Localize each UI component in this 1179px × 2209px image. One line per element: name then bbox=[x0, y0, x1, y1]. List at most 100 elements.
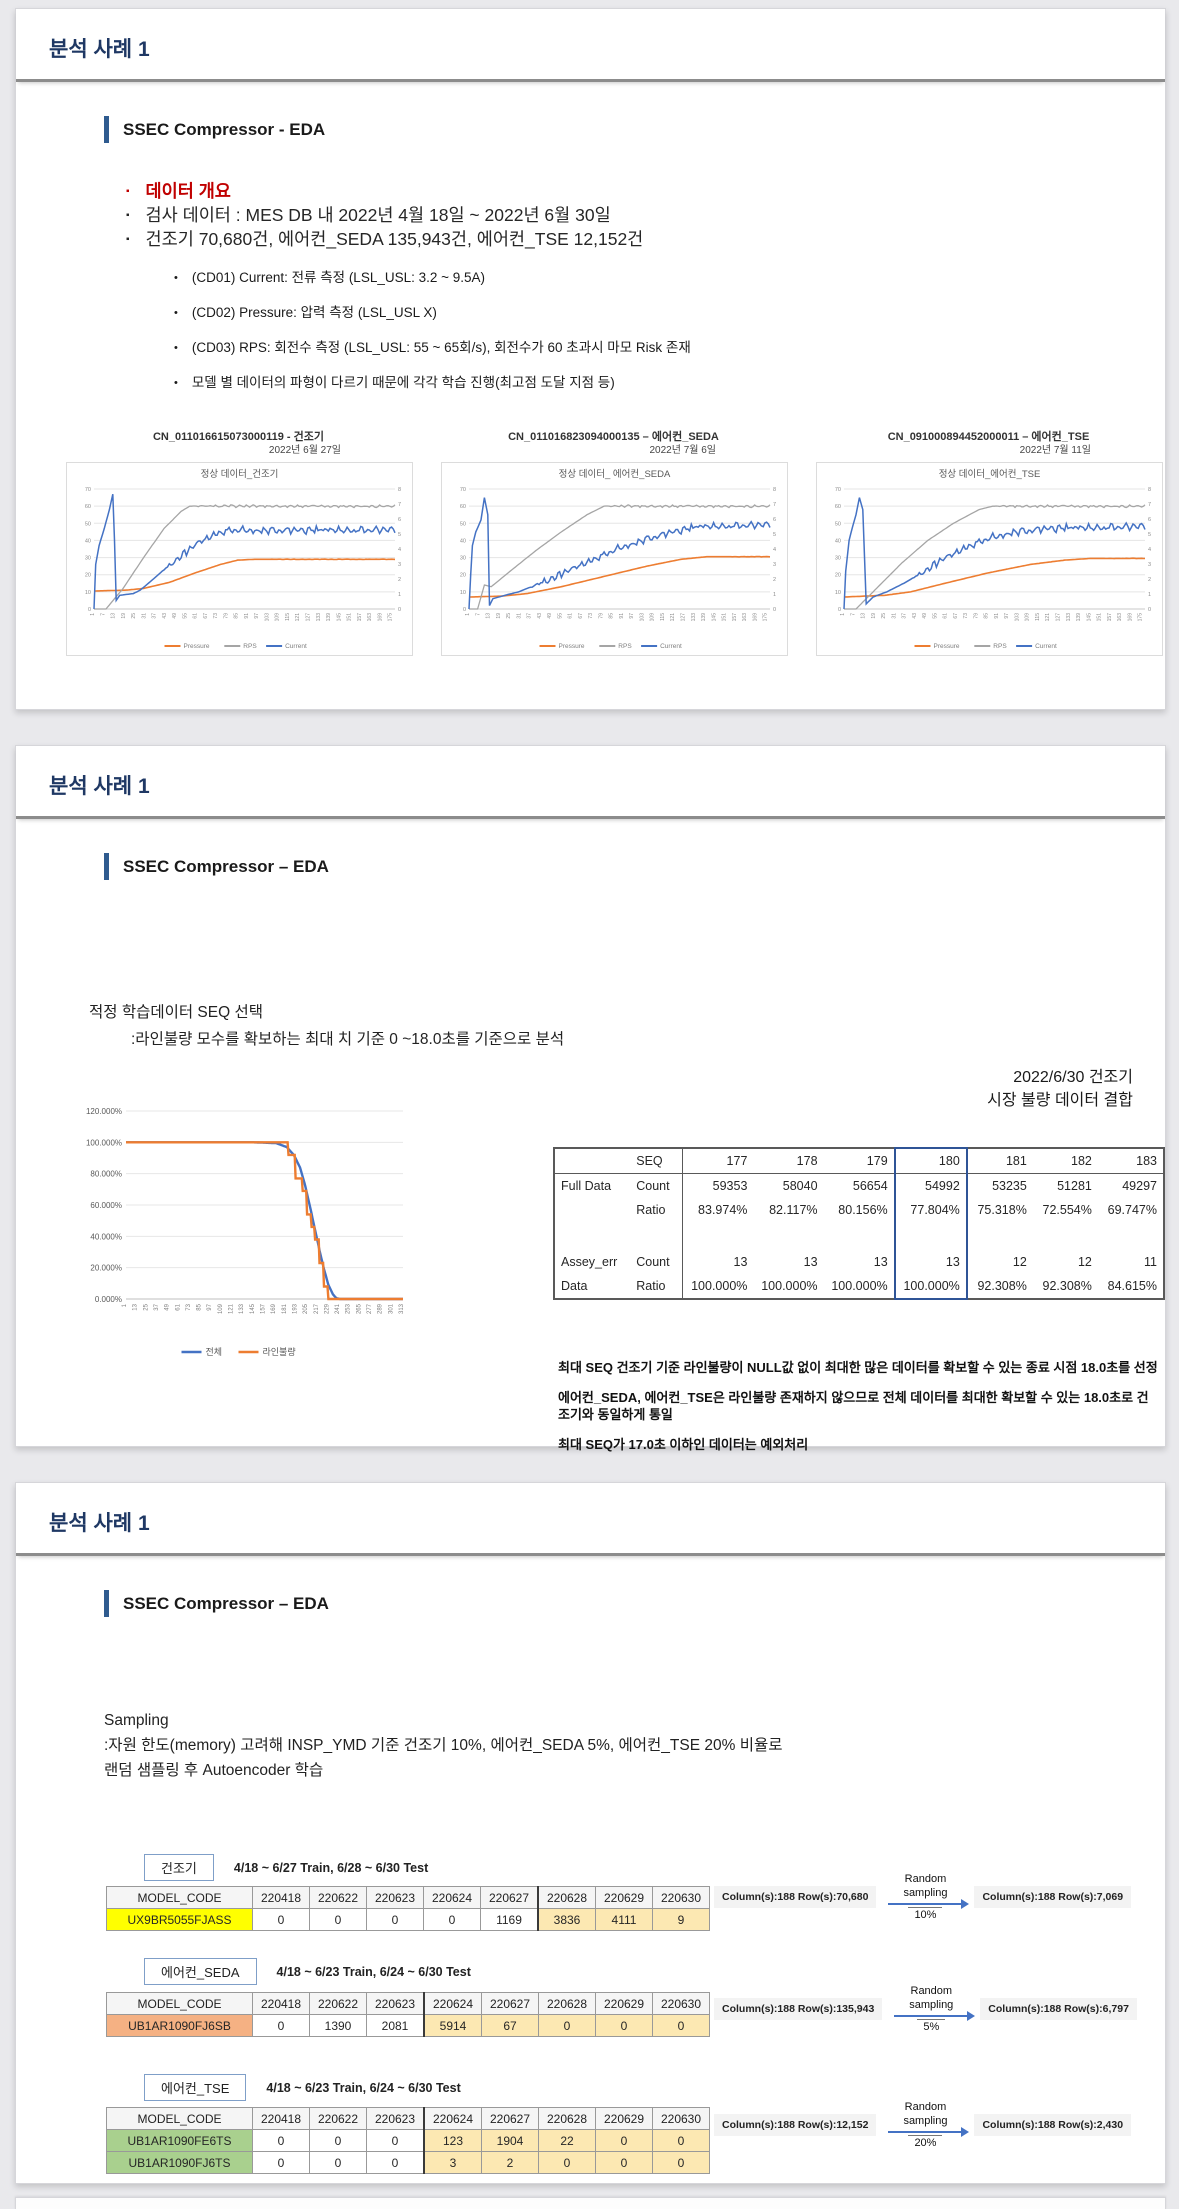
svg-text:49: 49 bbox=[165, 1303, 171, 1310]
section-heading: SSEC Compressor – EDA bbox=[104, 1590, 329, 1617]
svg-text:55: 55 bbox=[182, 613, 188, 619]
sub-bullet-text: (CD03) RPS: 회전수 측정 (LSL_USL: 55 ~ 65회/s)… bbox=[191, 340, 691, 355]
value-cell: 0 bbox=[252, 1908, 310, 1931]
column-header: 220623 bbox=[366, 2107, 425, 2130]
line-chart-aircon-seda: 정상 데이터_ 에어컨_SEDA 0 10 20 30 40 50 60 70 0 1 2 3 4 5 6 7 8… bbox=[441, 462, 788, 656]
chart-caption-date: 2022년 7월 11일 bbox=[1019, 445, 1091, 456]
context-line: 2022/6/30 건조기 bbox=[1013, 1069, 1133, 1086]
row-group-label bbox=[554, 1198, 630, 1222]
svg-text:13: 13 bbox=[111, 613, 117, 619]
svg-text:3: 3 bbox=[773, 562, 776, 568]
table-cell: 83.974% bbox=[698, 1203, 748, 1217]
slide-title: 분석 사례 1 bbox=[49, 1512, 150, 1535]
value-cell: 0 bbox=[309, 2129, 367, 2152]
svg-text:13: 13 bbox=[133, 1303, 139, 1310]
svg-text:Pressure: Pressure bbox=[934, 643, 960, 650]
svg-text:20.000%: 20.000% bbox=[90, 1264, 122, 1273]
svg-text:100.000%: 100.000% bbox=[86, 1138, 122, 1147]
svg-text:13: 13 bbox=[486, 613, 492, 619]
arrow-right-icon bbox=[888, 1899, 970, 1909]
svg-text:163: 163 bbox=[1117, 613, 1123, 622]
svg-text:7: 7 bbox=[773, 502, 776, 508]
line-chart-dryer: 정상 데이터_건조기 0 10 20 30 40 50 60 70 0 1 2 3 4 5 6 7 8 1 7 13 19… bbox=[66, 462, 413, 656]
table-header-row: MODEL_CODE 220418 220622 220623 220624 220627… bbox=[106, 1886, 710, 1909]
svg-text:3: 3 bbox=[398, 562, 401, 568]
bullet-list: ▪ 데이터 개요 ▪ 검사 데이터 : MES DB 내 2022년 4월 18일 … bbox=[126, 180, 643, 252]
column-header: 220623 bbox=[366, 1992, 425, 2015]
svg-text:5: 5 bbox=[398, 532, 401, 538]
column-header: 220622 bbox=[309, 1886, 367, 1909]
svg-text:50: 50 bbox=[835, 521, 841, 527]
svg-text:241: 241 bbox=[335, 1303, 341, 1314]
svg-text:49: 49 bbox=[547, 613, 553, 619]
svg-text:31: 31 bbox=[141, 613, 147, 619]
table-row: Full Data Count 59353 58040 56654 54992 53235 5… bbox=[554, 1173, 1164, 1198]
row-group-label bbox=[554, 1222, 630, 1250]
svg-text:61: 61 bbox=[943, 613, 949, 619]
chart-caption: CN_091000894452000011 – 에어컨_TSE 2022년 7월… bbox=[816, 430, 1161, 457]
chart-panel-aircon-seda: CN_011016823094000135 – 에어컨_SEDA 2022년 7… bbox=[441, 430, 788, 656]
svg-text:169: 169 bbox=[1127, 613, 1133, 622]
table-cell: 82.117% bbox=[769, 1203, 818, 1217]
value-cell: 0 bbox=[538, 2151, 596, 2174]
intro-line: :라인불량 모수를 확보하는 최대 치 기준 0 ~18.0초를 기준으로 분석 bbox=[131, 1031, 565, 1048]
svg-text:109: 109 bbox=[650, 613, 656, 622]
svg-text:6: 6 bbox=[398, 517, 401, 523]
table-row: UB1AR1090FE6TS 0 0 0 123 1904 22 0 0 bbox=[106, 2129, 710, 2152]
svg-text:60.000%: 60.000% bbox=[90, 1201, 122, 1210]
svg-text:121: 121 bbox=[295, 613, 301, 622]
svg-text:1: 1 bbox=[1148, 592, 1151, 598]
chart-panel-aircon-tse: CN_091000894452000011 – 에어컨_TSE 2022년 7월… bbox=[816, 430, 1163, 656]
svg-text:2: 2 bbox=[773, 577, 776, 583]
chart-title: 정상 데이터_에어컨_TSE bbox=[939, 469, 1041, 480]
value-cell: 0 bbox=[252, 2151, 310, 2174]
column-header: 220630 bbox=[652, 2107, 710, 2130]
sampling-flow-dryer: Column(s):188 Row(s):70,680 Random sampl… bbox=[714, 1872, 1132, 1921]
chart-caption-text: CN_091000894452000011 – 에어컨_TSE bbox=[887, 431, 1090, 443]
svg-text:151: 151 bbox=[347, 613, 353, 622]
svg-text:97: 97 bbox=[1004, 613, 1010, 619]
table-cell bbox=[753, 1222, 823, 1250]
svg-text:RPS: RPS bbox=[618, 643, 632, 650]
value-cell: 0 bbox=[595, 2151, 653, 2174]
model-table-aircon-tse: MODEL_CODE 220418 220622 220623 220624 220627… bbox=[106, 2107, 710, 2174]
svg-text:109: 109 bbox=[1025, 613, 1031, 622]
svg-text:19: 19 bbox=[871, 613, 877, 619]
slide-3-header: 분석 사례 1 bbox=[16, 1483, 1165, 1556]
svg-text:RPS: RPS bbox=[993, 643, 1007, 650]
svg-text:2: 2 bbox=[398, 577, 401, 583]
svg-text:169: 169 bbox=[377, 613, 383, 622]
svg-text:10: 10 bbox=[85, 590, 91, 596]
charts-row: CN_011016615073000119 - 건조기 2022년 6월 27일… bbox=[66, 430, 1163, 656]
svg-text:103: 103 bbox=[639, 613, 645, 622]
bullet-item: ▪ 검사 데이터 : MES DB 내 2022년 4월 18일 ~ 2022년 … bbox=[126, 204, 643, 227]
svg-text:7: 7 bbox=[1148, 502, 1151, 508]
table-cell: 84.615% bbox=[1107, 1279, 1157, 1293]
sub-bullet-item: • (CD01) Current: 전류 측정 (LSL_USL: 3.2 ~ 9… bbox=[174, 268, 691, 288]
value-cell: 67 bbox=[481, 2014, 539, 2037]
svg-text:60: 60 bbox=[835, 504, 841, 510]
svg-text:20: 20 bbox=[85, 573, 91, 579]
svg-text:121: 121 bbox=[229, 1303, 235, 1314]
bullet-item: ▪ 데이터 개요 bbox=[126, 180, 643, 203]
svg-text:145: 145 bbox=[336, 613, 342, 622]
svg-text:91: 91 bbox=[244, 613, 250, 619]
value-cell: 0 bbox=[252, 2129, 310, 2152]
svg-text:0: 0 bbox=[773, 607, 776, 613]
table-corner-cell bbox=[554, 1148, 631, 1174]
svg-text:139: 139 bbox=[701, 613, 707, 622]
sub-bullet-item: • 모델 별 데이터의 파형이 다르기 때문에 각각 학습 진행(최고점 도달 지… bbox=[174, 373, 691, 393]
svg-text:289: 289 bbox=[378, 1303, 384, 1314]
svg-text:라인불량: 라인불량 bbox=[263, 1346, 296, 1357]
value-cell: 0 bbox=[652, 2129, 710, 2152]
row-metric-label: Ratio bbox=[630, 1198, 684, 1222]
svg-text:1: 1 bbox=[465, 613, 471, 616]
value-cell: 0 bbox=[366, 2129, 425, 2152]
table-cell bbox=[967, 1222, 1033, 1250]
section-heading-text: SSEC Compressor – EDA bbox=[123, 1593, 329, 1613]
svg-text:169: 169 bbox=[271, 1303, 277, 1314]
svg-text:3: 3 bbox=[1148, 562, 1151, 568]
svg-text:217: 217 bbox=[314, 1303, 320, 1314]
section-heading-text: SSEC Compressor - EDA bbox=[123, 119, 326, 139]
table-cell: 100.000% bbox=[893, 1274, 968, 1300]
